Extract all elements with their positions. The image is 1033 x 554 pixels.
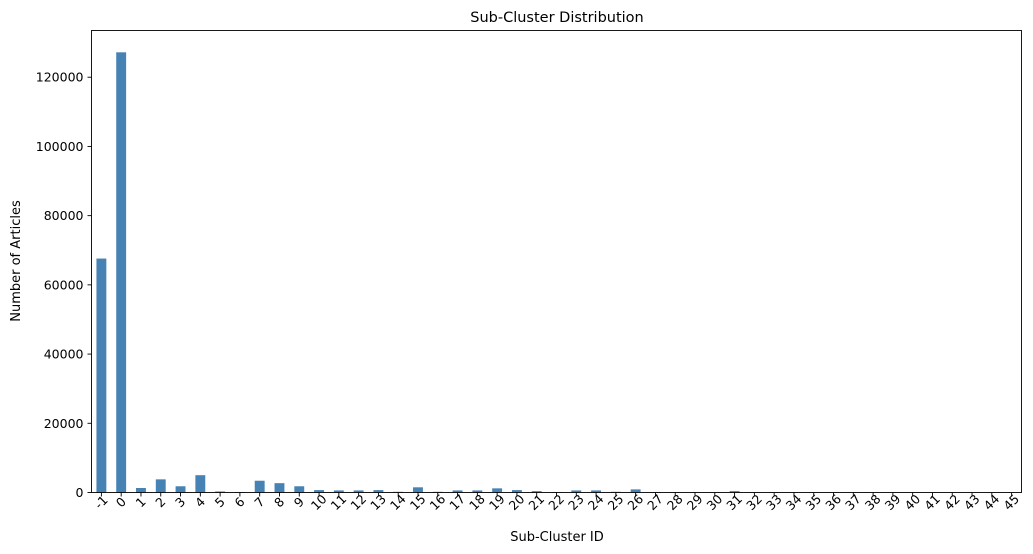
x-tick-label: 42 [941,491,963,513]
x-tick-label: 13 [367,491,389,513]
bar-1 [136,488,146,493]
x-tick-label: 31 [723,491,745,513]
x-tick-label: 30 [704,491,726,513]
x-tick-label: 22 [545,491,567,513]
bar-13 [373,490,384,493]
x-tick-label: 33 [763,491,785,513]
x-tick-label: 35 [802,491,824,513]
bar-7 [254,480,265,493]
bar-23 [571,490,582,493]
y-tick-label: 20000 [44,416,84,431]
bar-8 [274,483,285,493]
y-tick-label: 120000 [36,70,84,85]
bar-4 [195,475,206,493]
x-tick-label: 32 [743,491,765,513]
x-tick-label: 39 [882,491,904,513]
bar-2 [155,479,166,493]
x-tick-label: 25 [605,491,627,513]
x-tick-label: 14 [387,491,409,513]
x-tick-label: 34 [783,491,805,513]
bar-20 [511,490,522,493]
x-tick-label: 29 [684,491,706,513]
y-axis-ticks: 0 20000 40000 60000 80000 100000 120000 [36,70,92,500]
x-tick-label: -1 [91,492,110,511]
x-tick-label: 24 [585,491,607,513]
bar-31 [729,491,740,493]
bar-11 [333,490,344,493]
bar-24 [591,490,602,493]
x-tick-label: 12 [347,491,369,513]
x-tick-label: 19 [486,491,508,513]
bar-9 [294,486,305,493]
chart-title: Sub-Cluster Distribution [470,10,644,26]
bar-0 [116,52,127,493]
x-tick-label: 41 [921,491,943,513]
x-tick-label: 23 [565,491,587,513]
bar-19 [492,488,503,493]
y-tick-label: 80000 [44,208,84,223]
x-tick-label: 36 [822,491,844,513]
x-tick-label: 43 [961,491,983,513]
bar-3 [175,486,186,493]
y-tick-label: 0 [76,485,84,500]
bar-18 [472,490,483,493]
y-tick-label: 40000 [44,347,84,362]
x-axis-ticks: -1 0 1 2 3 4 5 6 7 8 9 1011121314151617181920212223… [91,491,1022,513]
x-tick-label: 11 [328,491,350,513]
x-tick-label: 44 [981,491,1003,513]
bars-group [96,52,1017,493]
x-tick-label: 16 [426,491,448,513]
y-tick-label: 100000 [36,139,84,154]
y-tick-label: 60000 [44,277,84,292]
x-tick-label: 27 [644,491,666,513]
x-tick-label: 17 [446,491,468,513]
x-tick-label: 18 [466,491,488,513]
x-tick-label: 20 [506,491,528,513]
bar-26 [630,489,641,493]
x-tick-label: 21 [525,491,547,513]
plot-frame [91,30,1022,493]
bar-12 [353,490,364,493]
bar-17 [452,490,463,493]
x-tick-label: 15 [407,491,429,513]
x-tick-label: 10 [308,491,330,513]
x-axis-label: Sub-Cluster ID [510,530,604,545]
y-axis-label: Number of Articles [9,200,24,322]
bar--1 [96,258,107,493]
x-tick-label: 37 [842,491,864,513]
x-tick-label: 38 [862,491,884,513]
x-tick-label: 26 [624,491,646,513]
bar-21 [531,491,542,493]
bar-10 [314,490,324,493]
bar-15 [413,487,423,493]
x-tick-label: 40 [901,491,923,513]
x-tick-label: 45 [1000,491,1022,513]
bar-5 [215,491,226,493]
x-tick-label: 28 [664,491,686,513]
